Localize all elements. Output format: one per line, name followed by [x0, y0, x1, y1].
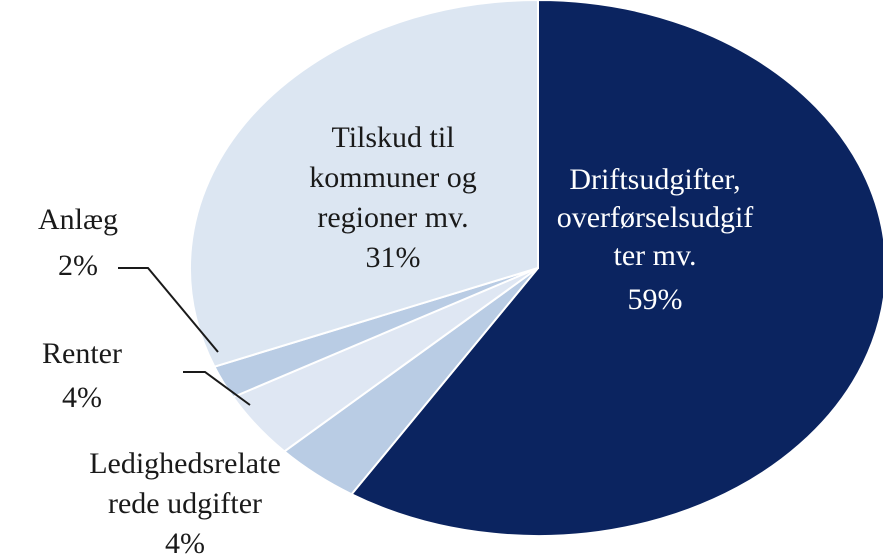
slice-label: Driftsudgifter, overførselsudgif ter mv. 59… — [557, 163, 754, 316]
label-line: kommuner og — [309, 161, 476, 194]
label-line: Anlæg — [38, 203, 118, 236]
value-label: 2% — [58, 249, 98, 282]
slice-label: Anlæg 2% — [38, 203, 118, 282]
leader-line — [183, 371, 251, 406]
label-line: Driftsudgifter, — [569, 163, 740, 196]
leader-lines — [118, 267, 251, 406]
label-line: Tilskud til — [331, 121, 454, 154]
value-label: 4% — [62, 381, 102, 414]
label-line: rede udgifter — [108, 487, 262, 520]
slice — [349, 0, 883, 537]
slice — [189, 0, 539, 368]
value-label: 31% — [366, 241, 421, 274]
slice-label: Ledighedsrelate rede udgifter 4% — [89, 447, 281, 560]
value-label: 59% — [628, 283, 683, 316]
label-line: Ledighedsrelate — [89, 447, 281, 480]
slice-label: Tilskud til kommuner og regioner mv. 31% — [309, 121, 476, 274]
label-line: regioner mv. — [317, 201, 468, 234]
label-line: ter mv. — [613, 239, 696, 272]
label-line: Renter — [42, 337, 122, 370]
slices — [189, 0, 883, 537]
slice-label: Renter 4% — [42, 337, 122, 414]
leader-line — [118, 267, 219, 353]
label-line: overførselsudgif — [557, 201, 754, 234]
value-label: 4% — [165, 527, 205, 560]
